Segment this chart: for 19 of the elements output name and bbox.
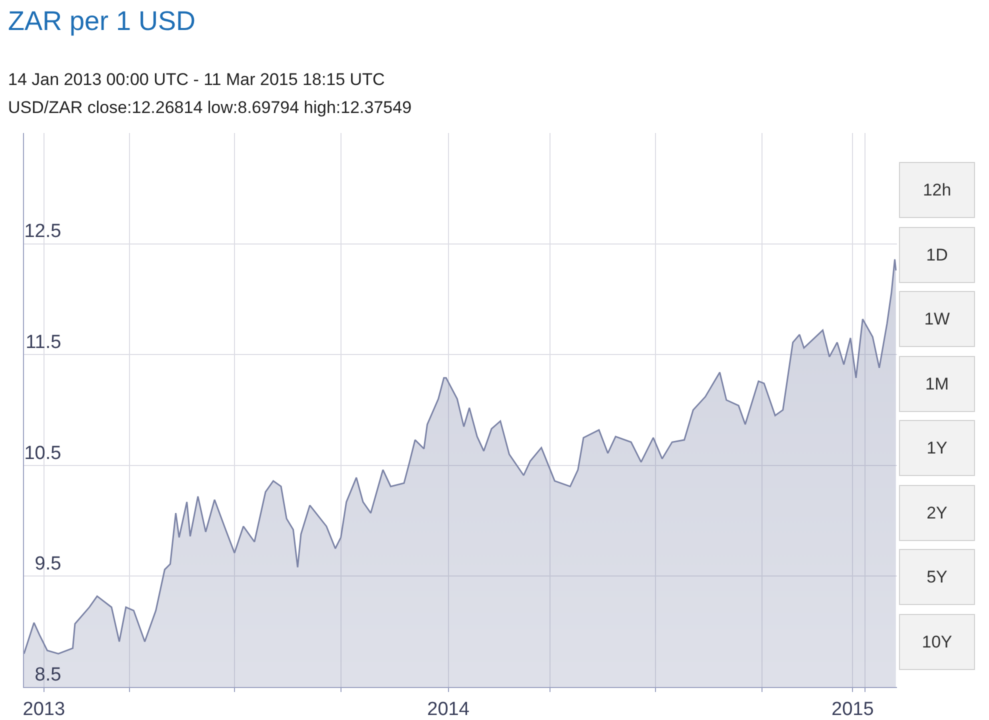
chart-title: ZAR per 1 USD (8, 6, 196, 36)
text: 1M (925, 374, 949, 394)
y-tick-label: 8.5 (34, 664, 62, 686)
text: 1D (926, 246, 948, 264)
x-tick-label: 2015 (832, 698, 874, 720)
text: 12h (922, 180, 952, 200)
text: USD/ZAR close:12.26814 low:8.69794 high:12.37549 (8, 98, 412, 117)
text: 14 Jan 2013 00:00 UTC - 11 Mar 2015 18:15 UTC (8, 70, 385, 89)
y-tick-label: 10.5 (24, 442, 62, 464)
text: 1Y (926, 438, 948, 458)
y-tick-label: 11.5 (26, 332, 62, 353)
y-tick-label: 12.5 (24, 221, 62, 242)
text: 2Y (926, 504, 948, 522)
y-tick-label: 9.5 (34, 554, 62, 575)
x-tick-label: 2013 (22, 698, 66, 720)
text: 10Y (922, 632, 952, 652)
x-tick-label: 2014 (427, 698, 470, 720)
text: 5Y (926, 568, 948, 586)
text: 1W (924, 310, 950, 328)
